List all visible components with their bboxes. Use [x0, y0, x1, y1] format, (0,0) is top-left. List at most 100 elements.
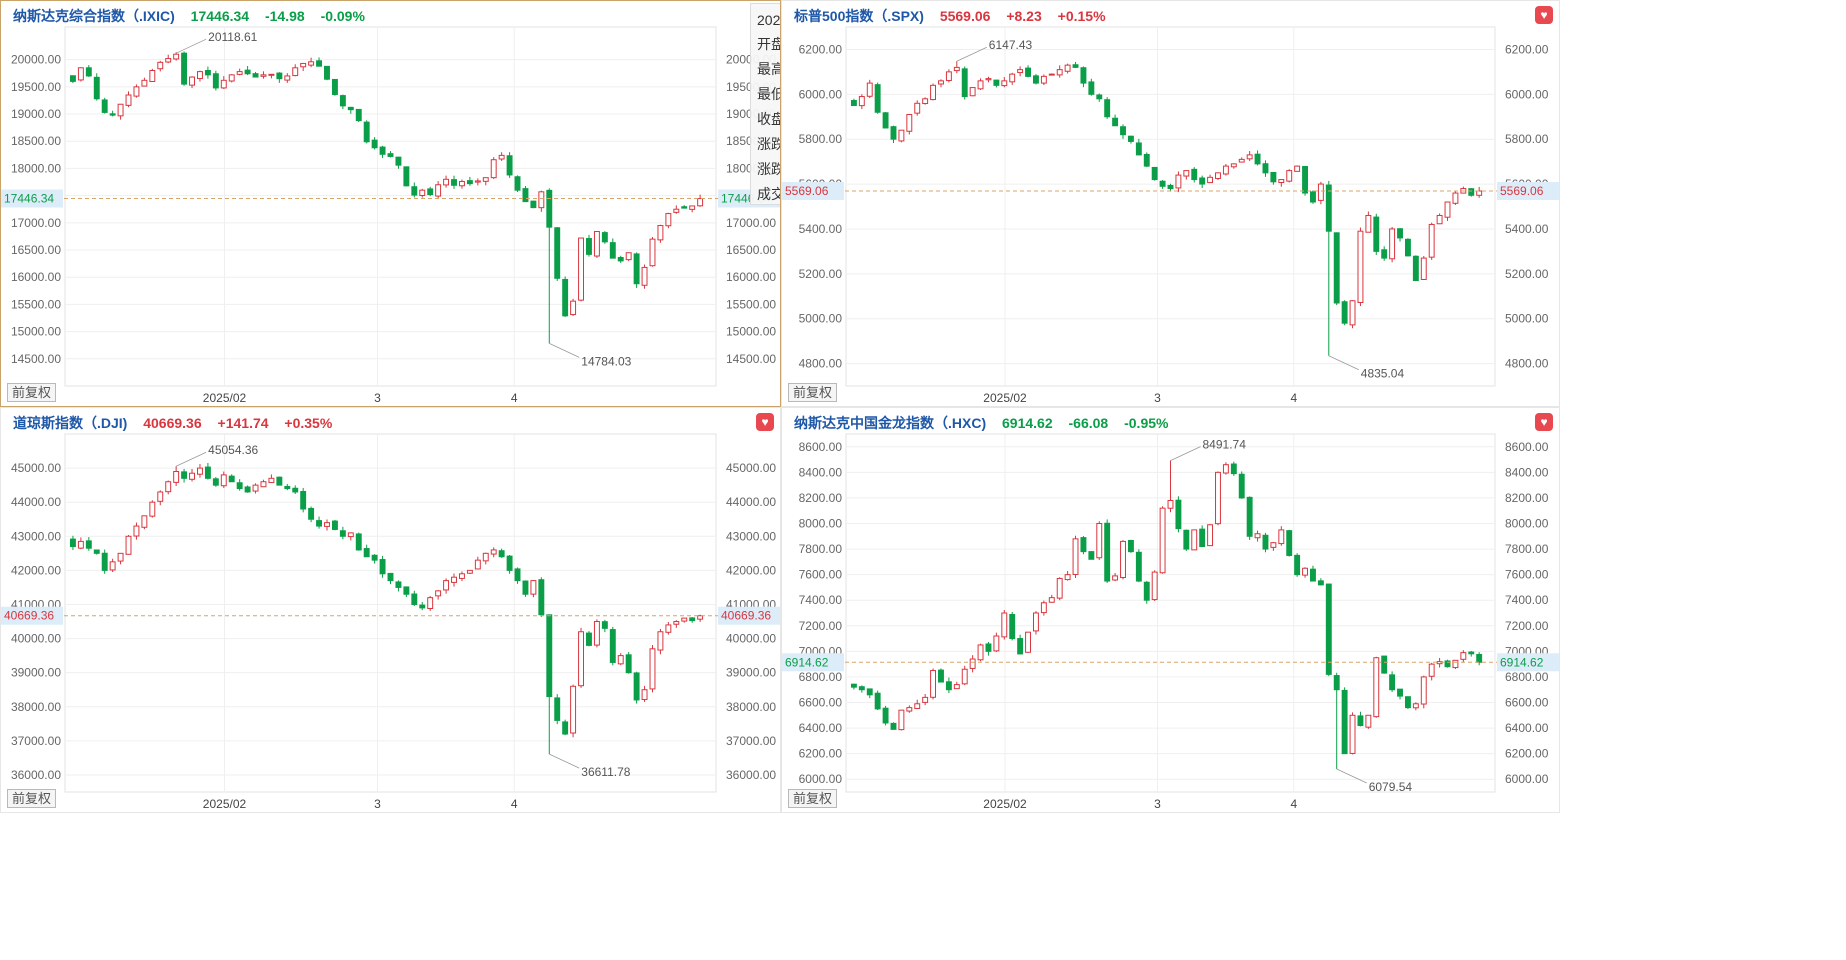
candle: [244, 66, 251, 76]
candlestick-chart[interactable]: 6000.00 6000.00 6200.00 6200.00 6400.00 6400.…: [782, 408, 1560, 813]
y-tick-label: 5400.00: [1505, 222, 1549, 236]
candle: [554, 694, 561, 725]
candle: [1230, 461, 1237, 476]
candle: [276, 72, 283, 83]
candle-body: [1397, 228, 1403, 239]
candle-body: [953, 66, 960, 72]
y-tick-label: 6600.00: [799, 696, 843, 710]
index-name[interactable]: 标普500指数（.SPX): [794, 8, 924, 24]
candle-body: [1080, 67, 1087, 84]
candle: [1373, 213, 1380, 255]
chart-panel-dji[interactable]: 道琼斯指数（.DJI) 40669.36 +141.74 +0.35% ♥ 36…: [0, 407, 781, 813]
candle: [1476, 186, 1483, 198]
y-tick-label: 5000.00: [1505, 312, 1549, 326]
candle: [633, 252, 640, 288]
candle: [165, 480, 172, 495]
candle-body: [1048, 597, 1055, 603]
current-price-label: 40669.36: [721, 609, 771, 623]
y-tick-label: 18000.00: [11, 161, 61, 175]
candle: [1365, 211, 1372, 233]
index-name[interactable]: 纳斯达克中国金龙指数（.HXC): [794, 415, 987, 431]
candle: [371, 554, 378, 564]
candle-body: [220, 79, 227, 89]
candle: [1001, 77, 1008, 88]
x-tick-label: 2025/02: [203, 391, 247, 405]
candle: [69, 75, 76, 84]
candle-body: [355, 108, 362, 122]
candle-body: [514, 176, 521, 191]
tooltip-row: 涨跌幅-0.95%: [751, 157, 780, 182]
candle-body: [1397, 688, 1403, 697]
candle-body: [922, 696, 929, 703]
y-tick-label: 15500.00: [11, 297, 61, 311]
adjust-label[interactable]: 前复权: [788, 383, 838, 402]
candle: [570, 298, 577, 317]
candle: [1262, 160, 1269, 177]
plot-frame: [64, 433, 717, 793]
candle: [141, 77, 148, 87]
candle: [906, 114, 913, 135]
candle: [1009, 611, 1016, 641]
candle: [866, 79, 873, 99]
candle: [1120, 540, 1126, 580]
candle-body: [1191, 529, 1198, 551]
candle-body: [117, 103, 124, 117]
candlestick-chart[interactable]: 4800.00 4800.00 5000.00 5000.00 5200.00 5200.…: [782, 1, 1560, 407]
candle-body: [1404, 696, 1411, 709]
candle: [1310, 565, 1316, 582]
candle-body: [1286, 530, 1293, 556]
candle-body: [1412, 703, 1419, 709]
chart-panel-hxc[interactable]: 纳斯达克中国金龙指数（.HXC) 6914.62 -66.08 -0.95% ♥…: [781, 407, 1560, 813]
adjust-label[interactable]: 前复权: [7, 789, 57, 808]
heart-icon[interactable]: ♥: [756, 413, 774, 431]
index-name[interactable]: 道琼斯指数（.DJI): [13, 415, 128, 431]
candlestick-chart[interactable]: 14500.00 14500.00 15000.00 15000.00 15500.00…: [1, 1, 781, 407]
candle: [1159, 506, 1166, 574]
candle: [1017, 634, 1024, 655]
candle-body: [850, 100, 857, 107]
candlestick-chart[interactable]: 36000.00 36000.00 37000.00 37000.00 38000.00…: [1, 408, 781, 813]
heart-icon[interactable]: ♥: [1535, 6, 1553, 24]
candle: [387, 151, 394, 158]
candle: [197, 70, 203, 82]
candle: [276, 476, 283, 486]
index-change-pct: -0.09%: [320, 8, 365, 24]
candle-body: [1191, 168, 1198, 181]
chart-panel-spx[interactable]: 标普500指数（.SPX) 5569.06 +8.23 +0.15% ♥ 480…: [781, 0, 1560, 407]
candle-body: [641, 266, 648, 286]
index-name[interactable]: 纳斯达克综合指数（.IXIC): [13, 8, 175, 24]
candle-body: [466, 569, 473, 574]
candle-body: [874, 692, 881, 710]
candle: [1412, 255, 1419, 282]
candle: [1096, 93, 1103, 102]
candle-body: [609, 629, 616, 663]
heart-icon[interactable]: ♥: [1535, 413, 1553, 431]
y-tick-label: 7600.00: [799, 568, 843, 582]
chart-panel-ixic[interactable]: 纳斯达克综合指数（.IXIC) 17446.34 -14.98 -0.09% 1…: [0, 0, 781, 407]
current-price-tag: [1, 606, 63, 625]
candle: [1294, 553, 1301, 577]
y-tick-label: 37000.00: [726, 734, 776, 748]
candle: [562, 719, 569, 736]
candle-body: [522, 188, 529, 203]
candle: [914, 699, 921, 709]
candle: [1397, 228, 1403, 242]
adjust-label[interactable]: 前复权: [788, 789, 838, 808]
candle: [157, 490, 164, 506]
candle: [689, 205, 696, 213]
x-tick-label: 4: [511, 797, 518, 811]
candle: [189, 468, 195, 482]
adjust-label[interactable]: 前复权: [7, 383, 57, 402]
candle-body: [427, 188, 434, 196]
candle-body: [1112, 117, 1119, 127]
candle: [101, 549, 108, 574]
candle: [609, 626, 616, 666]
candle-body: [1080, 537, 1087, 553]
candle-body: [1032, 612, 1039, 632]
candle: [546, 188, 553, 344]
y-tick-label: 44000.00: [11, 495, 61, 509]
y-tick-label: 6400.00: [1505, 721, 1549, 735]
candle: [228, 474, 235, 483]
candle: [339, 526, 346, 540]
candle: [601, 619, 608, 633]
